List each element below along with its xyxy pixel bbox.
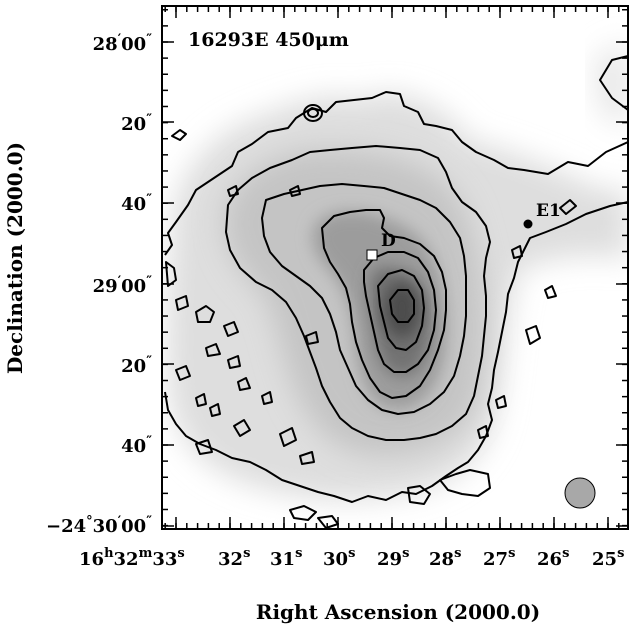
y-tick-label-1: 20″ bbox=[121, 112, 152, 135]
source-e1-label: E1 bbox=[536, 201, 561, 221]
x-axis-tick-labels: 16h32m33s 32s 31s 30s 29s 28s 27s 26s 25… bbox=[79, 546, 624, 570]
y-tick-label-0: 28′00″ bbox=[93, 32, 153, 55]
map-area: D E1 16293E 450μm bbox=[162, 6, 628, 529]
x-tick-label-3: 30s bbox=[323, 546, 355, 570]
contour-level-2 bbox=[225, 145, 491, 441]
contour-level-3 bbox=[261, 183, 467, 415]
beam-size-circle bbox=[564, 477, 596, 509]
x-tick-label-6: 27s bbox=[483, 546, 515, 570]
y-tick-label-5: 40″ bbox=[121, 434, 152, 457]
tick-marks bbox=[162, 6, 628, 529]
y-axis-title: Declination (2000.0) bbox=[3, 142, 27, 374]
x-tick-label-1: 32s bbox=[218, 546, 250, 570]
x-tick-label-7: 26s bbox=[537, 546, 569, 570]
y-tick-label-3: 29′00″ bbox=[93, 274, 153, 297]
contour-lines bbox=[164, 55, 628, 529]
y-tick-label-6: −24°30′00″ bbox=[46, 514, 152, 537]
x-tick-label-4: 29s bbox=[377, 546, 409, 570]
x-tick-label-5: 28s bbox=[429, 546, 461, 570]
y-axis-tick-labels: 28′00″ 20″ 40″ 29′00″ 20″ 40″ −24°30′00″ bbox=[46, 32, 152, 537]
source-d-marker bbox=[366, 249, 378, 261]
x-tick-label-8: 25s bbox=[592, 546, 624, 570]
contour-level-7 bbox=[389, 289, 415, 323]
y-tick-label-4: 20″ bbox=[121, 354, 152, 377]
contour-level-4 bbox=[321, 209, 447, 399]
figure-title: 16293E 450μm bbox=[188, 29, 349, 51]
y-tick-label-2: 40″ bbox=[121, 192, 152, 215]
source-d-label: D bbox=[381, 231, 396, 251]
x-tick-label-2: 31s bbox=[270, 546, 302, 570]
contour-level-5 bbox=[363, 251, 437, 373]
source-e1-marker bbox=[523, 219, 533, 229]
x-tick-label-0: 16h32m33s bbox=[79, 546, 185, 570]
contour-level-6 bbox=[377, 269, 425, 351]
x-axis-title: Right Ascension (2000.0) bbox=[256, 600, 540, 624]
